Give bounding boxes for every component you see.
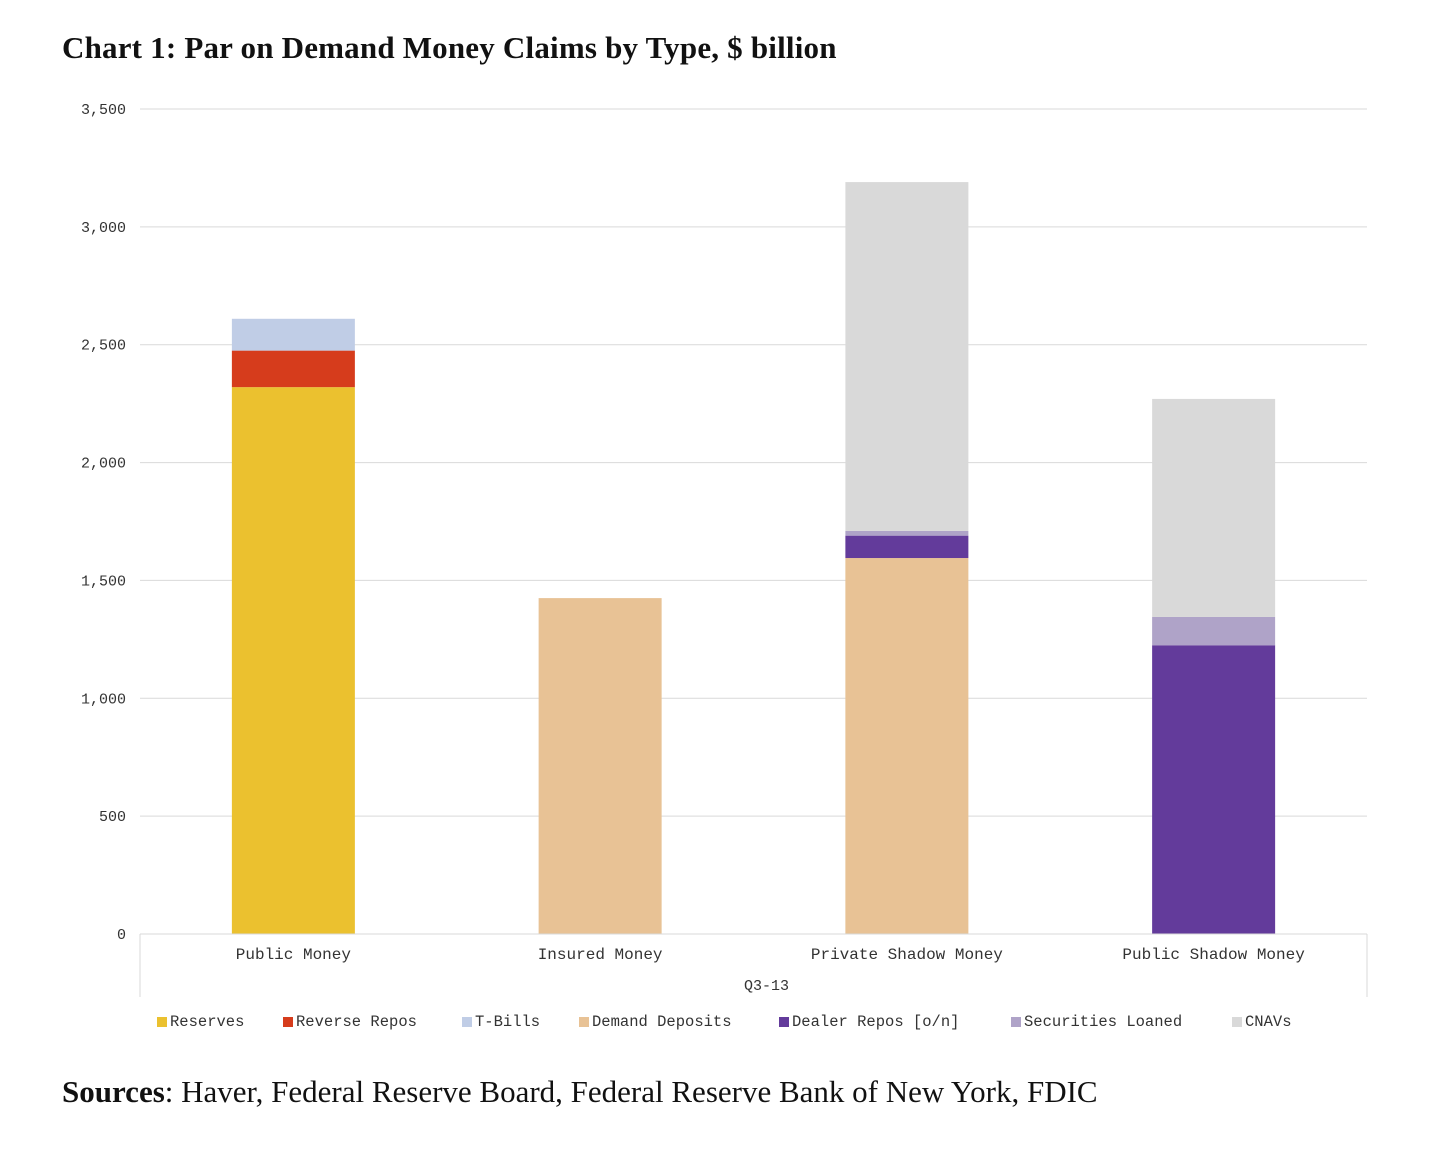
legend-swatch (283, 1017, 293, 1027)
x-axis-frame (139, 933, 1368, 997)
bar-segment-t-bills-0 (231, 318, 355, 351)
x-category-label: Public Money (236, 946, 352, 964)
sources-label: Sources (62, 1074, 165, 1109)
bar-segment-demand-deposits-2 (845, 558, 969, 934)
legend-item-demand-deposits: Demand Deposits (579, 1013, 732, 1031)
bar-segment-dealer-repos-o-n-3 (1152, 645, 1276, 934)
y-tick-label: 2,000 (81, 456, 126, 473)
legend-item-t-bills: T-Bills (462, 1013, 540, 1031)
x-category-label: Insured Money (538, 946, 663, 964)
y-tick-label: 3,000 (81, 220, 126, 237)
x-category-label: Private Shadow Money (811, 946, 1003, 964)
legend-item-reverse-repos: Reverse Repos (283, 1013, 417, 1031)
y-tick-label: 1,500 (81, 573, 126, 590)
bar-segment-reserves-0 (231, 387, 355, 935)
x-axis-category-labels: Public Money Insured Money Private Shadow … (236, 946, 1305, 964)
legend-swatch (1232, 1017, 1242, 1027)
legend-swatch (1011, 1017, 1021, 1027)
legend-label: Reserves (170, 1013, 244, 1031)
bar-segment-cnavs-2 (845, 182, 969, 531)
y-axis-tick-labels: 0 500 1,000 1,500 2,000 2,500 3,000 3,500 (81, 102, 126, 944)
y-tick-label: 500 (99, 809, 126, 826)
legend-label: Dealer Repos [o/n] (792, 1013, 959, 1031)
y-tick-label: 1,000 (81, 691, 126, 708)
legend-swatch (157, 1017, 167, 1027)
legend-item-securities-loaned: Securities Loaned (1011, 1013, 1182, 1031)
legend-swatch (579, 1017, 589, 1027)
chart-title: Chart 1: Par on Demand Money Claims by T… (62, 30, 837, 65)
legend-item-cnavs: CNAVs (1232, 1013, 1292, 1031)
bar-segment-securities-loaned-2 (845, 530, 969, 536)
bar-segment-reverse-repos-0 (231, 350, 355, 388)
legend-label: CNAVs (1245, 1013, 1292, 1031)
bar-segment-demand-deposits-1 (538, 598, 662, 934)
y-tick-label: 3,500 (81, 102, 126, 119)
legend-label: Reverse Repos (296, 1013, 417, 1031)
y-tick-label: 0 (117, 927, 126, 944)
legend-swatch (779, 1017, 789, 1027)
legend-swatch (462, 1017, 472, 1027)
bar-segment-cnavs-3 (1152, 398, 1276, 617)
legend: Reserves Reverse Repos T-Bills Demand Depos… (157, 1013, 1292, 1031)
sources-note: Sources: Haver, Federal Reserve Board, F… (62, 1074, 1098, 1110)
legend-item-dealer-repos-o-n: Dealer Repos [o/n] (779, 1013, 959, 1031)
bar-segment-securities-loaned-3 (1152, 616, 1276, 646)
x-axis-title: Q3-13 (744, 978, 789, 995)
x-category-label: Public Shadow Money (1122, 946, 1305, 964)
legend-item-reserves: Reserves (157, 1013, 244, 1031)
y-tick-label: 2,500 (81, 338, 126, 355)
sources-text: : Haver, Federal Reserve Board, Federal … (164, 1074, 1098, 1109)
bars (231, 182, 1276, 935)
legend-label: Securities Loaned (1024, 1013, 1182, 1031)
bar-segment-dealer-repos-o-n-2 (845, 535, 969, 559)
legend-label: T-Bills (475, 1013, 540, 1031)
legend-label: Demand Deposits (592, 1013, 732, 1031)
